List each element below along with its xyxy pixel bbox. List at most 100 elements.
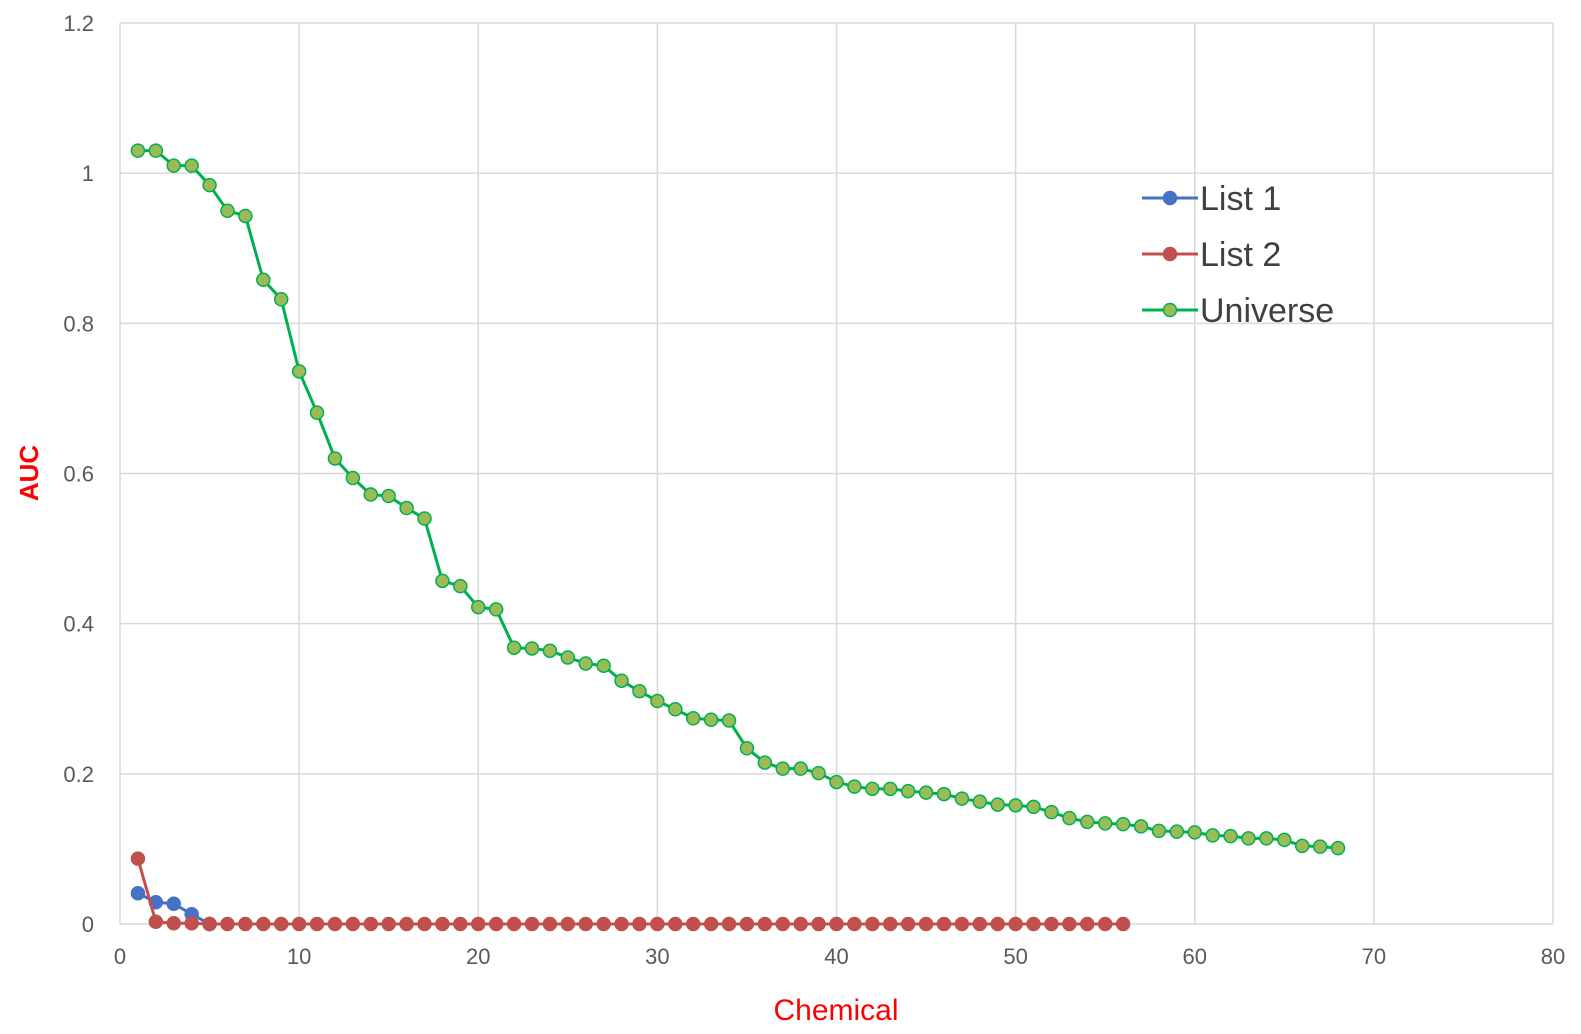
data-point-universe [524,641,540,656]
data-point-universe [238,208,253,224]
data-point-universe [918,785,934,800]
data-point-universe [560,650,576,665]
x-tick-label: 80 [1541,944,1565,969]
data-point-list-2 [471,916,486,932]
data-point-list-2 [435,916,450,932]
data-point-universe [900,783,916,799]
data-point-universe [972,794,988,809]
data-point-universe [668,702,683,717]
data-point-universe [703,712,719,728]
data-point-list-2 [453,916,468,932]
data-point-universe [345,470,361,486]
data-point-list-2 [327,916,343,932]
data-point-universe [471,599,486,615]
data-point-universe [685,711,701,726]
data-point-list-2 [184,915,199,931]
series-list-2 [130,851,1131,932]
data-point-list-2 [309,916,325,932]
data-point-list-1 [130,885,146,901]
legend-label: List 2 [1200,236,1281,274]
data-point-universe [1151,823,1167,839]
data-point-list-2 [542,916,558,932]
data-point-list-2 [829,916,844,932]
data-point-list-2 [256,916,271,932]
data-point-list-2 [524,916,540,932]
data-point-universe [793,761,808,776]
x-tick-label: 40 [824,944,848,969]
x-tick-label: 50 [1003,944,1027,969]
data-point-universe [220,203,235,218]
data-point-universe [327,451,343,466]
legend-item-list-1: List 1 [1142,180,1281,218]
x-tick-label: 30 [645,944,669,969]
x-tick-label: 60 [1183,944,1207,969]
data-point-list-2 [882,916,898,932]
data-point-universe [453,578,468,594]
data-point-universe [309,405,325,420]
data-point-universe [166,158,181,173]
data-point-universe [614,673,629,688]
y-tick-label: 0.6 [63,462,94,487]
data-point-list-2 [345,916,361,932]
data-point-universe [1241,831,1256,846]
data-point-universe [578,656,593,671]
data-point-list-2 [1097,916,1113,932]
data-point-list-2 [685,916,701,932]
data-point-universe [811,765,826,781]
data-point-list-2 [596,916,611,932]
data-point-list-2 [488,916,504,932]
data-point-universe [1223,828,1238,844]
data-point-list-2 [739,916,755,932]
legend-item-universe: Universe [1142,292,1334,330]
data-point-list-2 [238,916,253,932]
data-point-universe [936,786,952,802]
data-point-universe [256,272,271,288]
data-point-list-2 [632,916,647,932]
data-point-list-2 [148,914,164,929]
data-point-list-2 [1026,916,1041,932]
data-point-list-2 [399,916,414,932]
data-point-list-1 [166,896,181,911]
data-point-list-2 [668,916,683,932]
data-point-universe [1044,804,1059,820]
y-tick-label: 0.4 [63,612,94,637]
data-point-universe [1008,798,1023,813]
data-point-universe [829,774,844,790]
data-point-universe [650,693,665,709]
data-point-universe [739,741,755,756]
y-axis-ticks: 0 0.2 0.4 0.6 0.8 1 1.2 [63,11,94,937]
data-point-list-2 [990,916,1005,932]
y-tick-label: 0.8 [63,311,94,336]
data-point-list-2 [972,916,988,932]
data-point-list-2 [130,851,146,866]
data-point-universe [1133,819,1149,834]
data-point-universe [721,713,737,728]
data-point-universe [1026,799,1041,815]
legend-swatch-marker [1162,302,1178,318]
data-point-list-2 [363,916,379,932]
data-point-list-2 [273,916,289,932]
data-point-universe [1097,816,1113,831]
data-point-list-2 [1080,916,1095,932]
y-tick-label: 0 [82,912,94,937]
data-point-universe [435,573,450,589]
data-point-universe [990,797,1005,812]
data-point-universe [1205,828,1220,843]
data-point-universe [363,487,379,502]
legend-item-list-2: List 2 [1142,236,1281,274]
data-point-universe [506,640,522,655]
data-point-universe [865,781,880,797]
data-point-universe [1330,840,1346,856]
data-point-list-2 [900,916,916,932]
y-axis-title: AUC [14,445,44,502]
grid-lines [119,22,1554,925]
data-point-universe [184,158,199,173]
data-point-universe [381,488,396,504]
data-point-universe [1277,832,1292,848]
data-point-list-2 [614,916,629,932]
data-point-universe [1169,824,1185,839]
data-point-list-2 [918,916,934,932]
data-point-list-2 [560,916,576,932]
data-point-list-2 [811,916,826,932]
